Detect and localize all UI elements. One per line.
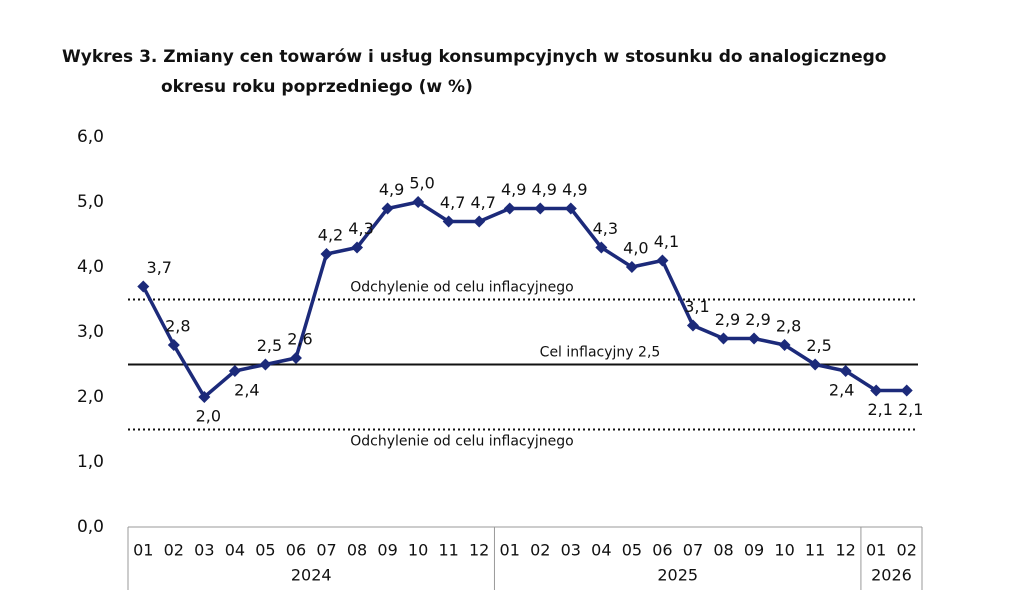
data-label: 2,1 xyxy=(898,400,923,419)
data-label: 2,5 xyxy=(806,336,831,355)
x-tick-label: 07 xyxy=(316,541,336,560)
x-tick-label: 02 xyxy=(897,541,917,560)
x-tick-label: 02 xyxy=(164,541,184,560)
reference-label: Cel inflacyjny 2,5 xyxy=(540,345,661,361)
x-tick-label: 06 xyxy=(286,541,306,560)
x-tick-label: 09 xyxy=(377,541,397,560)
data-point xyxy=(686,319,699,332)
data-point xyxy=(717,332,730,345)
x-tick-label: 04 xyxy=(225,541,245,560)
data-point xyxy=(473,215,486,228)
x-tick-label: 12 xyxy=(835,541,855,560)
data-label: 4,3 xyxy=(593,219,618,238)
data-label: 4,9 xyxy=(379,180,404,199)
data-label: 2,4 xyxy=(234,381,259,400)
x-tick-label: 03 xyxy=(561,541,581,560)
data-label: 4,7 xyxy=(470,193,495,212)
data-label: 2,8 xyxy=(165,317,190,336)
x-tick-label: 01 xyxy=(866,541,886,560)
x-tick-label: 10 xyxy=(774,541,794,560)
data-point xyxy=(625,261,638,273)
y-tick-label: 3,0 xyxy=(77,322,104,342)
x-group-label: 2025 xyxy=(657,566,698,585)
data-point xyxy=(839,365,852,377)
data-label: 4,0 xyxy=(623,239,648,258)
data-label: 2,6 xyxy=(287,330,312,349)
data-label: 2,1 xyxy=(867,400,892,419)
data-point xyxy=(320,248,333,260)
x-tick-label: 01 xyxy=(500,541,520,560)
x-tick-label: 11 xyxy=(805,541,825,560)
reference-label: Odchylenie od celu inflacyjnego xyxy=(350,280,574,296)
data-label: 2,0 xyxy=(196,407,221,426)
data-label: 3,7 xyxy=(147,258,172,277)
data-point xyxy=(748,332,761,345)
data-label: 4,7 xyxy=(440,193,465,212)
x-tick-label: 04 xyxy=(591,541,611,560)
data-label: 4,9 xyxy=(501,180,526,199)
data-label: 2,4 xyxy=(829,381,854,400)
data-point xyxy=(656,254,669,267)
data-point xyxy=(503,202,516,215)
data-point xyxy=(900,384,913,397)
data-point xyxy=(351,241,364,254)
data-point xyxy=(412,196,425,208)
x-tick-label: 11 xyxy=(438,541,458,560)
x-tick-label: 06 xyxy=(652,541,672,560)
data-point xyxy=(198,391,211,403)
data-point xyxy=(564,202,577,215)
y-tick-label: 2,0 xyxy=(77,387,104,407)
x-group-label: 2026 xyxy=(871,566,912,585)
data-label: 4,1 xyxy=(654,232,679,251)
data-label: 2,5 xyxy=(257,336,282,355)
x-tick-label: 03 xyxy=(194,541,214,560)
y-tick-label: 1,0 xyxy=(77,452,104,472)
x-tick-label: 08 xyxy=(713,541,733,560)
data-point xyxy=(228,365,241,377)
x-tick-label: 10 xyxy=(408,541,428,560)
chart-title: Wykres 3. Zmiany cen towarów i usług kon… xyxy=(62,47,886,67)
data-label: 3,1 xyxy=(684,297,709,316)
x-tick-label: 08 xyxy=(347,541,367,560)
data-point xyxy=(442,215,455,228)
y-tick-label: 0,0 xyxy=(77,517,104,537)
data-label: 5,0 xyxy=(409,174,434,193)
data-label: 4,2 xyxy=(318,226,343,245)
data-label: 4,3 xyxy=(348,219,373,238)
y-tick-label: 6,0 xyxy=(77,127,104,147)
chart-title: okresu roku poprzedniego (w %) xyxy=(161,77,473,97)
data-point xyxy=(595,241,608,254)
data-point xyxy=(167,339,180,351)
y-tick-label: 5,0 xyxy=(77,192,104,212)
x-tick-label: 07 xyxy=(683,541,703,560)
x-group-label: 2024 xyxy=(291,566,332,585)
x-tick-label: 09 xyxy=(744,541,764,560)
data-point xyxy=(381,202,394,215)
data-point xyxy=(870,384,883,397)
series-line xyxy=(141,200,907,399)
data-label: 2,9 xyxy=(745,310,770,329)
data-point xyxy=(778,339,791,351)
data-point xyxy=(259,358,272,371)
reference-label: Odchylenie od celu inflacyjnego xyxy=(350,434,574,450)
x-tick-label: 05 xyxy=(255,541,275,560)
data-point xyxy=(809,358,822,371)
data-label: 2,9 xyxy=(715,310,740,329)
data-label: 4,9 xyxy=(562,180,587,199)
x-tick-label: 05 xyxy=(622,541,642,560)
data-point xyxy=(137,280,150,293)
x-tick-label: 01 xyxy=(133,541,153,560)
data-label: 4,9 xyxy=(532,180,557,199)
x-tick-label: 12 xyxy=(469,541,489,560)
data-point xyxy=(534,202,547,215)
data-point xyxy=(289,352,302,364)
x-tick-label: 02 xyxy=(530,541,550,560)
y-tick-label: 4,0 xyxy=(77,257,104,277)
data-label: 2,8 xyxy=(776,317,801,336)
